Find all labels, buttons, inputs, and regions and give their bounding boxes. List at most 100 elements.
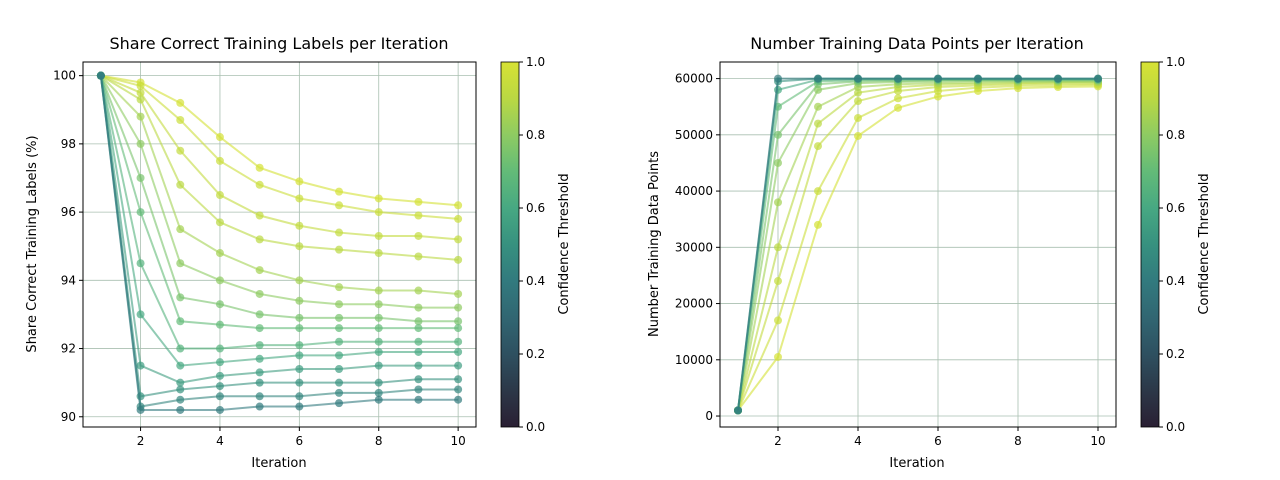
data-point bbox=[454, 317, 463, 326]
series-path bbox=[737, 85, 1099, 412]
data-point bbox=[136, 139, 145, 148]
data-point bbox=[295, 221, 304, 230]
chart-left-plot-frame bbox=[82, 61, 477, 428]
data-point bbox=[374, 194, 383, 203]
colorbar-tick-label: 1.0 bbox=[1166, 55, 1185, 69]
series-path bbox=[100, 74, 459, 241]
data-point bbox=[374, 347, 383, 356]
series-path bbox=[737, 79, 1098, 411]
series-path bbox=[737, 77, 1098, 411]
chart-right-plot-frame bbox=[719, 61, 1117, 428]
y-tick-label: 92 bbox=[61, 342, 76, 356]
colorbar-tick-label: 0.8 bbox=[526, 128, 545, 142]
data-point bbox=[255, 368, 264, 377]
data-point bbox=[774, 277, 782, 286]
data-point bbox=[295, 313, 304, 322]
data-point bbox=[335, 228, 344, 237]
series-path bbox=[99, 75, 459, 323]
data-point bbox=[335, 324, 344, 333]
data-point bbox=[335, 201, 344, 210]
series-path bbox=[99, 75, 459, 384]
data-point bbox=[255, 324, 264, 333]
data-point bbox=[295, 276, 304, 285]
data-point bbox=[176, 225, 185, 234]
data-point bbox=[774, 352, 782, 361]
data-point bbox=[814, 119, 822, 128]
series-line bbox=[96, 71, 463, 312]
data-point bbox=[215, 133, 224, 142]
x-tick-label: 4 bbox=[216, 434, 224, 448]
data-point bbox=[215, 218, 224, 227]
data-point bbox=[295, 296, 304, 305]
chart-left-colorbar-ticks: 0.0 0.2 0.4 0.6 0.8 1.0 bbox=[519, 55, 545, 434]
chart-right-grid bbox=[720, 62, 1116, 427]
data-point bbox=[96, 71, 105, 80]
data-point bbox=[255, 378, 264, 387]
data-point bbox=[295, 177, 304, 186]
data-point bbox=[176, 115, 185, 124]
data-point bbox=[176, 395, 185, 404]
data-point bbox=[774, 198, 782, 207]
data-point bbox=[414, 361, 423, 370]
data-point bbox=[374, 378, 383, 387]
data-point bbox=[255, 235, 264, 244]
chart-left-colorbar-label: Confidence Threshold bbox=[557, 173, 572, 314]
data-point bbox=[454, 255, 463, 264]
data-point bbox=[295, 351, 304, 360]
data-point bbox=[454, 375, 463, 384]
data-point bbox=[854, 131, 862, 140]
data-point bbox=[974, 74, 982, 83]
series-path bbox=[737, 80, 1098, 411]
data-point bbox=[734, 406, 742, 415]
data-point bbox=[176, 378, 185, 387]
data-point bbox=[414, 317, 423, 326]
y-tick-label: 30000 bbox=[675, 240, 713, 254]
data-point bbox=[454, 201, 463, 210]
data-point bbox=[374, 313, 383, 322]
chart-right-title: Number Training Data Points per Iteratio… bbox=[750, 34, 1084, 53]
colorbar-tick-label: 0.2 bbox=[1166, 347, 1185, 361]
chart-left-title: Share Correct Training Labels per Iterat… bbox=[109, 34, 448, 53]
data-point bbox=[136, 81, 145, 90]
data-point bbox=[176, 259, 185, 268]
data-point bbox=[295, 378, 304, 387]
data-point bbox=[454, 361, 463, 370]
series-line bbox=[96, 71, 463, 326]
chart-left-colorbar bbox=[500, 61, 520, 428]
chart-left-y-ticks: 90 92 94 96 98 100 bbox=[53, 69, 83, 424]
data-point bbox=[374, 300, 383, 309]
data-point bbox=[176, 180, 185, 189]
data-point bbox=[335, 313, 344, 322]
data-point bbox=[894, 103, 902, 112]
chart-right: Number Training Data Points per Iteratio… bbox=[647, 34, 1212, 471]
x-tick-label: 2 bbox=[774, 434, 782, 448]
data-point bbox=[374, 249, 383, 258]
series-line bbox=[96, 71, 463, 387]
data-point bbox=[176, 361, 185, 370]
data-point bbox=[215, 405, 224, 414]
data-point bbox=[454, 235, 463, 244]
chart-left: Share Correct Training Labels per Iterat… bbox=[25, 34, 572, 471]
data-point bbox=[295, 194, 304, 203]
series-path bbox=[737, 82, 1098, 411]
data-point bbox=[136, 208, 145, 217]
chart-right-colorbar bbox=[1140, 61, 1160, 428]
data-point bbox=[414, 324, 423, 333]
data-point bbox=[295, 392, 304, 401]
data-point bbox=[335, 399, 344, 408]
series-path bbox=[99, 75, 459, 411]
series-line bbox=[734, 82, 1102, 415]
data-point bbox=[374, 208, 383, 217]
data-point bbox=[136, 310, 145, 319]
data-point bbox=[774, 316, 782, 325]
colorbar-tick-label: 0.2 bbox=[526, 347, 545, 361]
data-point bbox=[255, 211, 264, 220]
y-tick-label: 90 bbox=[61, 410, 76, 424]
data-point bbox=[215, 249, 224, 258]
data-point bbox=[335, 300, 344, 309]
y-tick-label: 100 bbox=[53, 69, 76, 83]
data-point bbox=[1054, 74, 1062, 83]
data-point bbox=[335, 378, 344, 387]
chart-right-x-ticks: 2 4 6 8 10 bbox=[774, 427, 1106, 448]
data-point bbox=[414, 211, 423, 220]
